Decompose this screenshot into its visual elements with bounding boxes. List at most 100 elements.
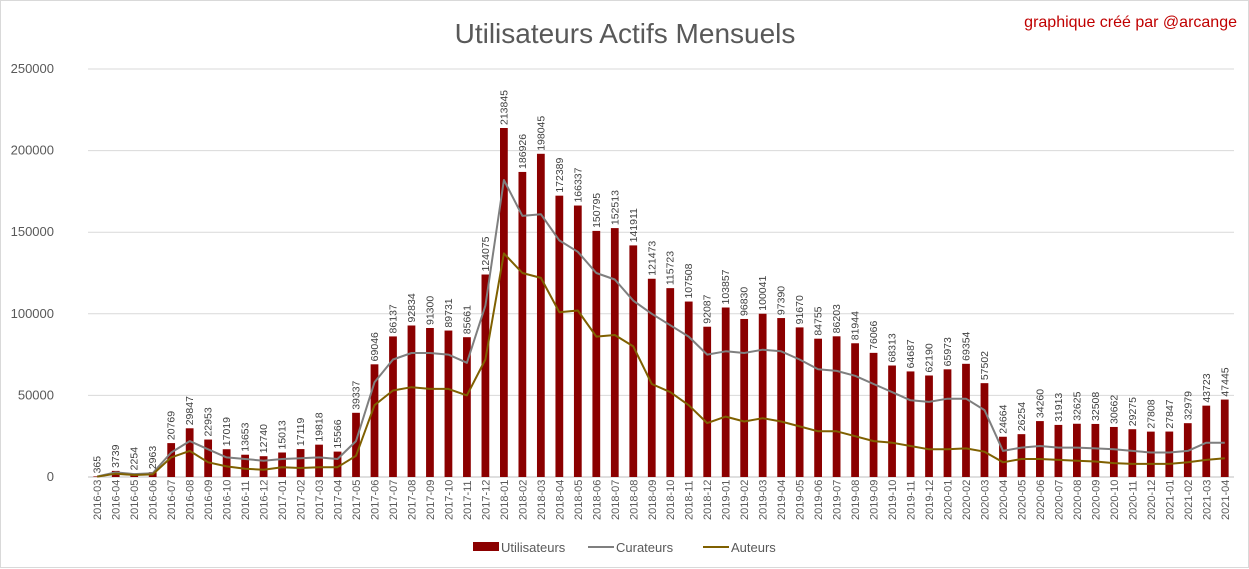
x-tick-label: 2020-12 <box>1146 480 1158 520</box>
y-axis-ticks: 0 50000 100000 150000 200000 250000 <box>11 61 54 484</box>
x-tick-label: 2020-08 <box>1072 480 1084 520</box>
data-labels: 365 3739 2254 2963 20769 29847 22953 17019 13653… <box>92 90 1232 474</box>
x-tick-label: 2017-06 <box>370 480 382 520</box>
bar <box>296 449 305 477</box>
data-label: 92087 <box>702 294 714 323</box>
x-tick-label: 2018-03 <box>536 480 548 520</box>
data-label: 92834 <box>406 293 418 322</box>
x-tick-label: 2020-10 <box>1109 480 1121 520</box>
x-tick-label: 2020-06 <box>1035 480 1047 520</box>
data-label: 62190 <box>924 343 936 372</box>
x-tick-label: 2021-03 <box>1201 480 1213 520</box>
x-tick-label: 2019-03 <box>758 480 770 520</box>
x-tick-label: 2019-04 <box>776 480 788 520</box>
bar <box>943 369 952 477</box>
data-label: 103857 <box>720 269 732 304</box>
bar-series-utilisateurs <box>93 128 1229 478</box>
data-label: 32508 <box>1090 392 1102 421</box>
bar <box>555 195 564 478</box>
line-series <box>96 179 1225 478</box>
data-label: 89731 <box>443 298 455 327</box>
data-label: 30662 <box>1108 395 1120 424</box>
data-label: 3739 <box>110 444 122 468</box>
x-tick-label: 2017-03 <box>314 480 326 520</box>
x-tick-label: 2018-04 <box>554 480 566 520</box>
data-label: 34260 <box>1034 389 1046 418</box>
bar <box>1017 434 1026 477</box>
x-tick-label: 2016-10 <box>222 480 234 520</box>
x-tick-label: 2020-11 <box>1127 480 1139 520</box>
x-tick-label: 2016-09 <box>203 480 215 520</box>
bar <box>389 336 397 477</box>
bar <box>1054 424 1063 477</box>
data-label: 29275 <box>1127 397 1139 426</box>
x-tick-label: 2019-09 <box>869 480 881 520</box>
bar <box>500 128 508 478</box>
data-label: 85661 <box>461 305 473 334</box>
bar <box>278 452 286 477</box>
x-tick-label: 2018-12 <box>702 480 714 520</box>
data-label: 91670 <box>794 295 806 324</box>
x-tick-label: 2018-01 <box>499 480 511 520</box>
bar <box>573 205 582 477</box>
y-tick-label: 200000 <box>11 143 54 158</box>
x-tick-label: 2018-05 <box>573 480 585 520</box>
data-label: 27808 <box>1145 399 1157 428</box>
bar <box>167 443 176 477</box>
data-label: 121473 <box>646 241 658 276</box>
x-tick-label: 2017-01 <box>277 480 289 520</box>
data-label: 2963 <box>147 446 159 470</box>
data-label: 100041 <box>757 276 769 311</box>
x-tick-label: 2017-09 <box>425 480 437 520</box>
bar <box>647 278 656 477</box>
data-label: 2254 <box>129 447 141 471</box>
data-label: 12740 <box>258 424 270 453</box>
bar <box>814 338 822 477</box>
bar <box>999 436 1007 477</box>
bar <box>315 444 323 477</box>
x-tick-label: 2018-10 <box>665 480 677 520</box>
data-label: 17119 <box>295 417 307 446</box>
bar <box>536 153 545 477</box>
data-label: 96830 <box>739 287 751 316</box>
x-tick-label: 2020-04 <box>998 480 1010 520</box>
line-auteurs <box>97 252 1225 478</box>
data-label: 39337 <box>351 380 363 409</box>
y-tick-label: 150000 <box>11 224 54 239</box>
data-label: 84755 <box>813 306 825 335</box>
bar <box>795 327 804 477</box>
bar <box>610 228 619 477</box>
bar <box>370 364 379 477</box>
bar <box>1128 429 1137 477</box>
x-tick-label: 2019-02 <box>739 480 751 520</box>
data-label: 69046 <box>369 332 381 361</box>
data-label: 124075 <box>480 236 492 271</box>
bar <box>1165 431 1174 477</box>
data-label: 91300 <box>424 296 436 325</box>
data-label: 31913 <box>1053 393 1065 422</box>
bar <box>463 337 471 477</box>
data-label: 20769 <box>166 411 178 440</box>
x-tick-label: 2018-06 <box>591 480 603 520</box>
x-tick-label: 2019-12 <box>924 480 936 520</box>
x-tick-label: 2017-02 <box>296 480 308 520</box>
x-tick-label: 2020-03 <box>979 480 991 520</box>
data-label: 15566 <box>332 419 344 448</box>
x-tick-label: 2016-06 <box>148 480 160 520</box>
bar <box>259 456 268 477</box>
bar <box>980 383 989 477</box>
x-tick-label: 2020-07 <box>1053 480 1065 520</box>
x-tick-label: 2016-05 <box>129 480 141 520</box>
bar <box>222 449 231 477</box>
bar <box>666 288 675 477</box>
bar <box>869 352 878 477</box>
data-label: 141911 <box>628 208 640 242</box>
bar <box>629 245 638 477</box>
x-tick-label: 2016-11 <box>240 480 252 520</box>
bar <box>906 371 915 477</box>
data-label: 365 <box>92 456 104 474</box>
data-label: 26254 <box>1016 402 1028 431</box>
y-tick-label: 50000 <box>18 387 54 402</box>
data-label: 166337 <box>572 167 584 202</box>
